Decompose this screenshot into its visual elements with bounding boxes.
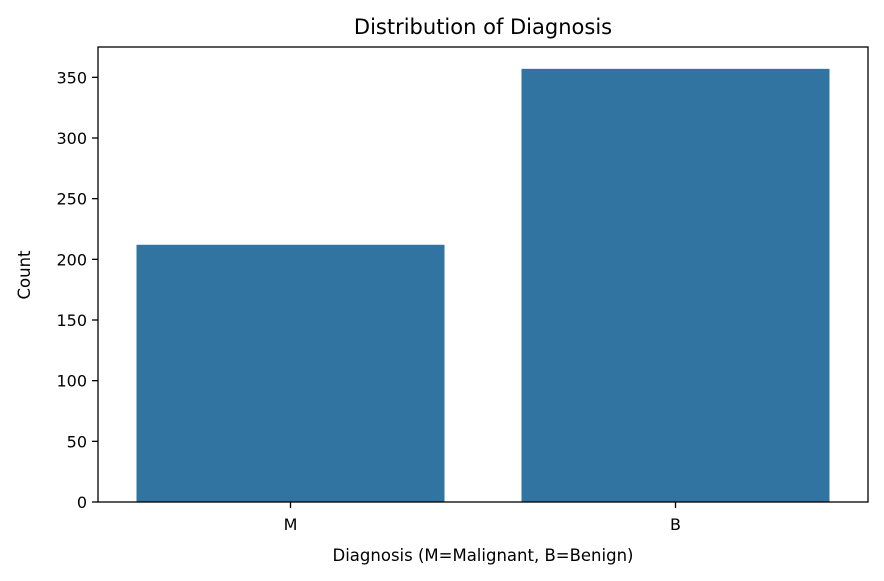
y-tick-label: 350 — [56, 68, 87, 87]
chart-title: Distribution of Diagnosis — [354, 15, 612, 39]
bars-group — [136, 68, 830, 503]
y-tick-label: 50 — [67, 432, 87, 451]
plot-frame — [97, 46, 869, 503]
bar-M — [136, 244, 445, 503]
x-axis-label: Diagnosis (M=Malignant, B=Benign) — [333, 546, 634, 565]
x-tick-label: B — [670, 515, 681, 534]
y-axis-ticks: 0 50 100 150 200 250 300 350 — [56, 68, 98, 512]
y-tick-label: 300 — [56, 129, 87, 148]
y-tick-label: 150 — [56, 311, 87, 330]
y-axis-label: Count — [15, 250, 34, 300]
y-tick-label: 200 — [56, 250, 87, 269]
y-tick-label: 0 — [77, 493, 87, 512]
x-tick-label: M — [284, 515, 298, 534]
y-tick-label: 100 — [56, 372, 87, 391]
y-tick-label: 250 — [56, 190, 87, 209]
bar-B — [521, 68, 830, 502]
